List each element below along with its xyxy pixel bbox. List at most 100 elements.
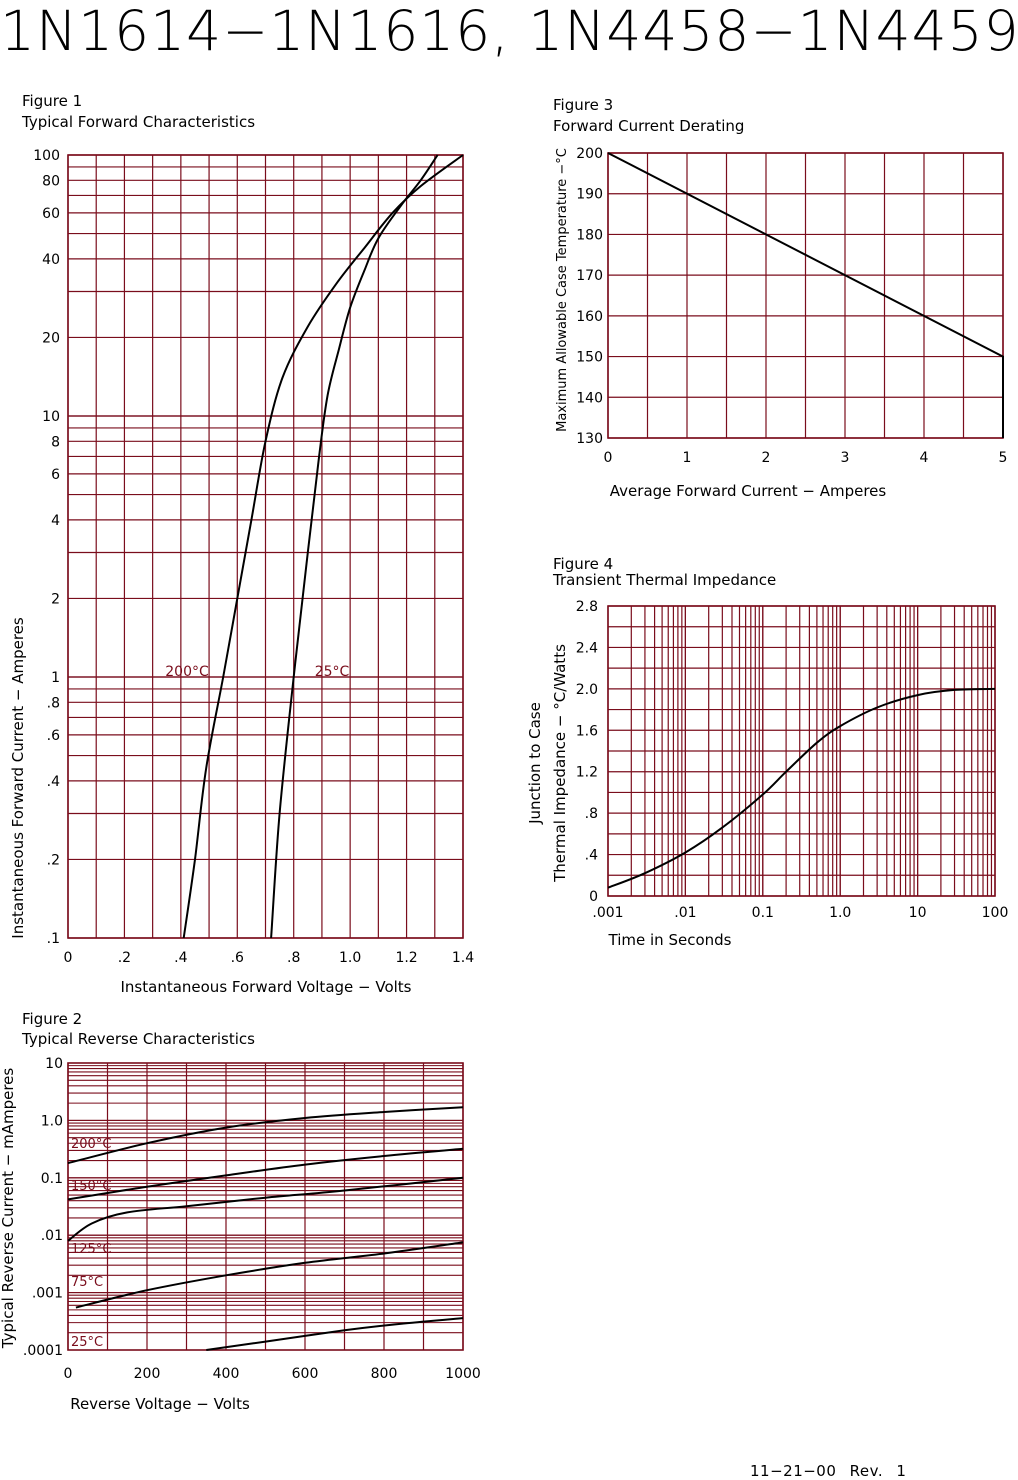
x-tick-label: .6 — [231, 950, 244, 966]
x-tick-label: 10 — [909, 905, 927, 921]
series-line-25c — [206, 1317, 464, 1351]
y-axis-title: Junction to Case — [526, 702, 544, 825]
x-axis-title: Time in Seconds — [608, 931, 732, 949]
x-tick-label: 3 — [841, 450, 850, 466]
series-label: 150°C — [71, 1179, 111, 1194]
x-tick-label: 0.1 — [752, 905, 774, 921]
x-tick-label: 2 — [762, 450, 771, 466]
x-tick-label: .4 — [174, 950, 187, 966]
y-tick-label: 170 — [576, 268, 603, 284]
series-label: 25°C — [71, 1335, 103, 1350]
x-tick-label: 800 — [371, 1366, 398, 1382]
plot-frame — [607, 605, 996, 897]
chart-fig4: .001 .01 0.1 1.0 10 100 0 .4 .8 1.2 1.6 2.0 2.4 2.8 Fi… — [526, 555, 1008, 949]
x-tick-label: .01 — [674, 905, 696, 921]
x-tick-label: 4 — [920, 450, 929, 466]
y-tick-label: 10 — [42, 409, 60, 425]
y-tick-label: 100 — [33, 148, 60, 164]
series-label: 75°C — [71, 1275, 103, 1290]
page-title: 1N1614−1N1616, 1N4458−1N4459 — [0, 0, 1018, 63]
y-tick-label: 20 — [42, 330, 60, 346]
chart-title: Transient Thermal Impedance — [552, 571, 776, 589]
y-tick-label: 0 — [589, 889, 598, 905]
y-tick-label: 6 — [51, 467, 60, 483]
chart-title: Typical Reverse Characteristics — [21, 1030, 255, 1048]
y-axis-title: Instantaneous Forward Current − Amperes — [9, 617, 27, 939]
x-tick-label: 0 — [604, 450, 613, 466]
chart-title: Forward Current Derating — [553, 117, 744, 135]
y-tick-label: 1.2 — [576, 765, 598, 781]
series-label: 125°C — [71, 1242, 111, 1257]
y-tick-label: 2 — [51, 591, 60, 607]
x-tick-label: 0 — [64, 1366, 73, 1382]
y-tick-label: 140 — [576, 390, 603, 406]
y-tick-label: 10 — [45, 1056, 63, 1072]
x-tick-label: 400 — [213, 1366, 240, 1382]
y-tick-label: 1.0 — [41, 1113, 63, 1129]
series-line-150c — [67, 1147, 464, 1201]
plot-frame — [67, 154, 464, 939]
x-tick-label: 200 — [134, 1366, 161, 1382]
figure-label: Figure 1 — [22, 92, 82, 110]
series-label: 200°C — [71, 1137, 111, 1152]
y-tick-label: 180 — [576, 227, 603, 243]
x-tick-label: 1.0 — [339, 950, 361, 966]
series-line-0 — [607, 152, 1004, 438]
y-tick-label: 0.1 — [41, 1171, 63, 1187]
y-tick-label: 1 — [51, 670, 60, 686]
series-line-125c — [67, 1176, 464, 1242]
y-tick-label: .001 — [32, 1286, 63, 1302]
x-axis-title: Reverse Voltage − Volts — [70, 1395, 250, 1413]
y-tick-label: 8 — [51, 434, 60, 450]
y-tick-label: .8 — [47, 695, 60, 711]
series-line-200c — [67, 1106, 464, 1165]
y-tick-label: .4 — [47, 774, 60, 790]
y-axis-title: Maximum Allowable Case Temperature −°C — [555, 148, 570, 432]
x-tick-label: .2 — [118, 950, 131, 966]
y-tick-label: .1 — [47, 931, 60, 947]
x-tick-label: 1.0 — [829, 905, 851, 921]
y-tick-label: 150 — [576, 350, 603, 366]
y-tick-label: .01 — [41, 1228, 63, 1244]
y-tick-label: 130 — [576, 431, 603, 447]
series-line-200c — [182, 154, 464, 939]
series-line-75c — [75, 1241, 464, 1309]
y-tick-label: .0001 — [23, 1343, 63, 1359]
y-tick-label: 1.6 — [576, 723, 598, 739]
y-tick-label: 200 — [576, 146, 603, 162]
x-tick-label: 1.4 — [452, 950, 474, 966]
figure-label: Figure 2 — [22, 1010, 82, 1028]
x-axis-title: Instantaneous Forward Voltage − Volts — [121, 978, 412, 996]
x-tick-label: 5 — [999, 450, 1008, 466]
x-tick-label: .001 — [592, 905, 623, 921]
x-tick-label: .8 — [287, 950, 300, 966]
y-tick-label: 190 — [576, 187, 603, 203]
y-tick-label: .4 — [585, 848, 598, 864]
y-tick-label: 60 — [42, 206, 60, 222]
figure-label: Figure 4 — [553, 555, 613, 573]
figure-label: Figure 3 — [553, 96, 613, 114]
series-label: 25°C — [315, 664, 350, 680]
x-tick-label: 1.2 — [395, 950, 417, 966]
y-tick-label: 2.0 — [576, 682, 598, 698]
plot-frame — [67, 1062, 464, 1351]
y-axis-title: Thermal Impedance − °C/Watts — [551, 644, 569, 883]
x-tick-label: 0 — [64, 950, 73, 966]
y-tick-label: 160 — [576, 309, 603, 325]
x-tick-label: 1 — [683, 450, 692, 466]
y-tick-label: .2 — [47, 852, 60, 868]
x-tick-label: 1000 — [445, 1366, 481, 1382]
y-tick-label: 80 — [42, 173, 60, 189]
y-tick-label: 40 — [42, 252, 60, 268]
y-tick-label: .8 — [585, 806, 598, 822]
plot-frame — [607, 152, 1004, 439]
chart-fig3: 0 1 2 3 4 5 130 140 150 160 170 180 190 200 Figure 3 Fo… — [553, 96, 1007, 500]
y-axis-title: Typical Reverse Current − mAmperes — [0, 1068, 17, 1350]
series-line-25c — [270, 154, 439, 939]
chart-title: Typical Forward Characteristics — [21, 113, 255, 131]
y-tick-label: 4 — [51, 513, 60, 529]
x-tick-label: 600 — [292, 1366, 319, 1382]
revision-label: 11−21−00 Rev. 1 — [750, 1462, 907, 1480]
y-tick-label: .6 — [47, 728, 60, 744]
